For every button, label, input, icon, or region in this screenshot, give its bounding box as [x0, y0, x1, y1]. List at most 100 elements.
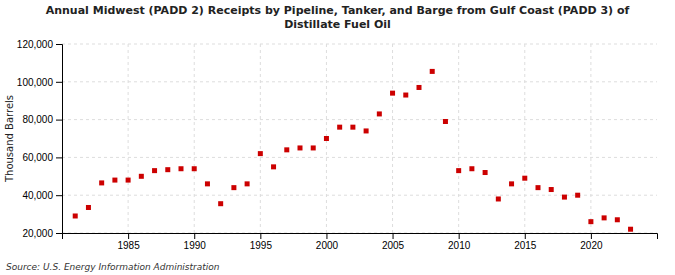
- x-tick: 2015: [514, 233, 537, 251]
- plot: 1985 1990 1995 2000 2005 2010 2015 2020 20,000 40…: [17, 39, 658, 251]
- y-tick-mark: [56, 195, 62, 196]
- point: [99, 180, 104, 185]
- y-tick: 80,000: [22, 114, 62, 125]
- y-tick-label: 120,000: [17, 39, 54, 50]
- point: [231, 185, 236, 190]
- x-tick-mark: [525, 233, 526, 239]
- y-tick-mark: [56, 82, 62, 83]
- point: [390, 91, 395, 96]
- point: [575, 193, 580, 198]
- point: [417, 85, 422, 90]
- x-tick: 2005: [382, 233, 405, 251]
- point: [496, 196, 501, 201]
- point: [456, 168, 461, 173]
- y-tick: 120,000: [17, 39, 62, 50]
- x-tick-mark: [326, 233, 327, 239]
- x-tick: 2020: [580, 233, 603, 251]
- point: [112, 178, 117, 183]
- y-tick-mark: [56, 157, 62, 158]
- grid-line-x: [260, 44, 261, 233]
- x-tick-label: 2015: [514, 240, 537, 251]
- point: [139, 174, 144, 179]
- point: [152, 168, 157, 173]
- x-tick-mark: [393, 233, 394, 239]
- x-tick: 1995: [250, 233, 273, 251]
- grid-line-x: [590, 44, 591, 233]
- x-tick-label: 2020: [580, 240, 603, 251]
- title-line: Distillate Fuel Oil: [284, 18, 391, 31]
- x-tick-mark: [194, 233, 195, 239]
- point: [298, 145, 303, 150]
- grid-line-x: [392, 44, 393, 233]
- x-tick-mark: [128, 233, 129, 239]
- point: [165, 167, 170, 172]
- point: [337, 125, 342, 130]
- point: [562, 195, 567, 200]
- point: [536, 185, 541, 190]
- y-tick-label: 40,000: [22, 190, 53, 201]
- point: [509, 181, 514, 186]
- y-tick-mark: [56, 233, 62, 234]
- point: [271, 164, 276, 169]
- source-note: Source: U.S. Energy Information Administ…: [6, 262, 220, 272]
- x-tick-mark: [459, 233, 460, 239]
- y-axis: 20,000 40,000 60,000 80,000 100,000 120,000: [17, 39, 63, 239]
- point: [364, 128, 369, 133]
- x-tick-mark: [591, 233, 592, 239]
- y-tick-label: 60,000: [22, 152, 53, 163]
- y-tick-label: 80,000: [22, 114, 53, 125]
- chart: Annual Midwest (PADD 2) Receipts by Pipe…: [0, 0, 675, 275]
- y-tick-mark: [56, 120, 62, 121]
- point: [377, 111, 382, 116]
- point: [483, 170, 488, 175]
- point: [86, 205, 91, 210]
- point: [602, 215, 607, 220]
- y-axis-title: Thousand Barrels: [4, 95, 15, 183]
- point: [192, 166, 197, 171]
- y-tick: 20,000: [22, 228, 62, 239]
- point: [126, 178, 131, 183]
- y-axis-line: [56, 45, 63, 234]
- point: [73, 213, 78, 218]
- y-tick: 60,000: [22, 152, 62, 163]
- grid-line-y: [62, 44, 657, 45]
- point: [284, 147, 289, 152]
- point: [443, 119, 448, 124]
- point: [311, 145, 316, 150]
- points: [73, 69, 633, 232]
- grid: [62, 44, 657, 233]
- point: [628, 227, 633, 232]
- grid-line-x: [128, 44, 129, 233]
- x-axis: 1985 1990 1995 2000 2005 2010 2015 2020: [63, 233, 658, 251]
- y-tick-mark: [56, 44, 62, 45]
- grid-line-y: [62, 119, 657, 120]
- point: [615, 217, 620, 222]
- point: [218, 201, 223, 206]
- grid-line-x: [194, 44, 195, 233]
- point: [403, 93, 408, 98]
- point: [469, 166, 474, 171]
- x-tick: 1985: [117, 233, 140, 251]
- point: [350, 125, 355, 130]
- title-line: Annual Midwest (PADD 2) Receipts by Pipe…: [46, 4, 630, 17]
- x-tick-label: 2000: [316, 240, 339, 251]
- y-tick: 100,000: [17, 77, 62, 88]
- x-tick: 1990: [184, 233, 207, 251]
- point: [430, 69, 435, 74]
- point: [324, 136, 329, 141]
- x-tick-label: 1985: [117, 240, 140, 251]
- grid-line-y: [62, 157, 657, 158]
- x-tick-label: 1995: [250, 240, 273, 251]
- point: [205, 181, 210, 186]
- x-tick: 2010: [448, 233, 471, 251]
- y-tick-label: 20,000: [22, 228, 53, 239]
- title: Annual Midwest (PADD 2) Receipts by Pipe…: [46, 4, 630, 31]
- x-tick-mark: [260, 233, 261, 239]
- point: [522, 176, 527, 181]
- point: [549, 187, 554, 192]
- x-tick-label: 2010: [448, 240, 471, 251]
- grid-line-x: [458, 44, 459, 233]
- y-tick: 40,000: [22, 190, 62, 201]
- point: [258, 151, 263, 156]
- x-tick-label: 2005: [382, 240, 405, 251]
